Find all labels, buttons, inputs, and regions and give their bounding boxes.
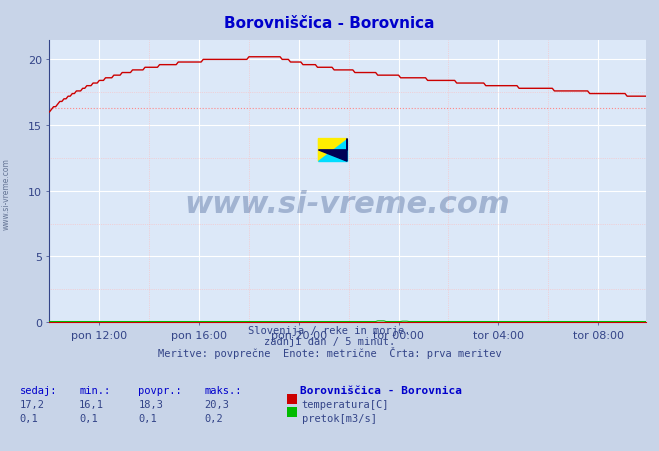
Text: Slovenija / reke in morje.: Slovenija / reke in morje. [248,326,411,336]
Text: 16,1: 16,1 [79,399,104,409]
Text: pretok[m3/s]: pretok[m3/s] [302,413,377,423]
Text: min.:: min.: [79,386,110,396]
Text: Meritve: povprečne  Enote: metrične  Črta: prva meritev: Meritve: povprečne Enote: metrične Črta:… [158,346,501,359]
Text: 0,2: 0,2 [204,413,223,423]
Text: 17,2: 17,2 [20,399,45,409]
Text: 20,3: 20,3 [204,399,229,409]
Text: Borovniščica - Borovnica: Borovniščica - Borovnica [224,16,435,31]
Text: 0,1: 0,1 [138,413,157,423]
Text: 0,1: 0,1 [20,413,38,423]
Text: temperatura[C]: temperatura[C] [302,399,389,409]
Text: www.si-vreme.com: www.si-vreme.com [2,158,11,230]
Text: www.si-vreme.com: www.si-vreme.com [185,189,511,219]
Text: zadnji dan / 5 minut.: zadnji dan / 5 minut. [264,336,395,346]
Text: Borovniščica - Borovnica: Borovniščica - Borovnica [300,386,462,396]
Text: sedaj:: sedaj: [20,386,57,396]
Text: 0,1: 0,1 [79,413,98,423]
Text: povpr.:: povpr.: [138,386,182,396]
Text: 18,3: 18,3 [138,399,163,409]
Text: maks.:: maks.: [204,386,242,396]
